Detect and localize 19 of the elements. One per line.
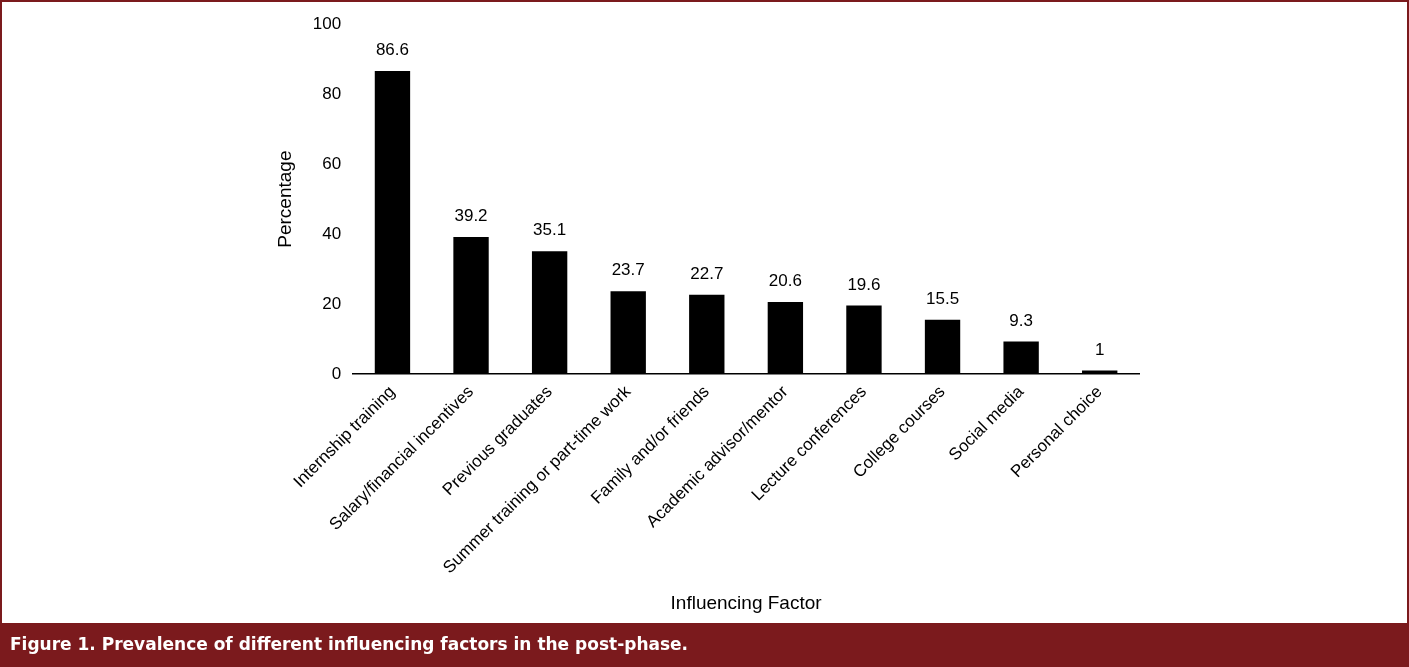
data-label: 1 — [1094, 339, 1105, 359]
y-tick-label: 100 — [312, 13, 342, 33]
data-label: 39.2 — [454, 206, 488, 226]
data-label: 15.5 — [925, 289, 960, 309]
y-tick-label: 20 — [322, 293, 342, 313]
data-label: 9.3 — [1009, 310, 1033, 330]
data-label: 20.6 — [768, 271, 802, 291]
y-tick-label: 40 — [322, 223, 342, 243]
data-label: 19.6 — [847, 274, 881, 294]
x-axis-title: Influencing Factor — [670, 591, 823, 613]
y-tick-label: 80 — [322, 83, 342, 103]
data-label: 35.1 — [533, 220, 567, 240]
y-tick-label: 0 — [331, 363, 342, 383]
text: Figure 1. Prevalence of different influencing factors in the post-phase. — [2, 623, 1407, 665]
y-axis-title: Percentage — [273, 150, 295, 248]
data-label: 22.7 — [690, 263, 724, 283]
data-label: 86.6 — [375, 40, 409, 60]
y-tick-label: 60 — [322, 153, 342, 173]
data-label: 23.7 — [611, 260, 645, 280]
